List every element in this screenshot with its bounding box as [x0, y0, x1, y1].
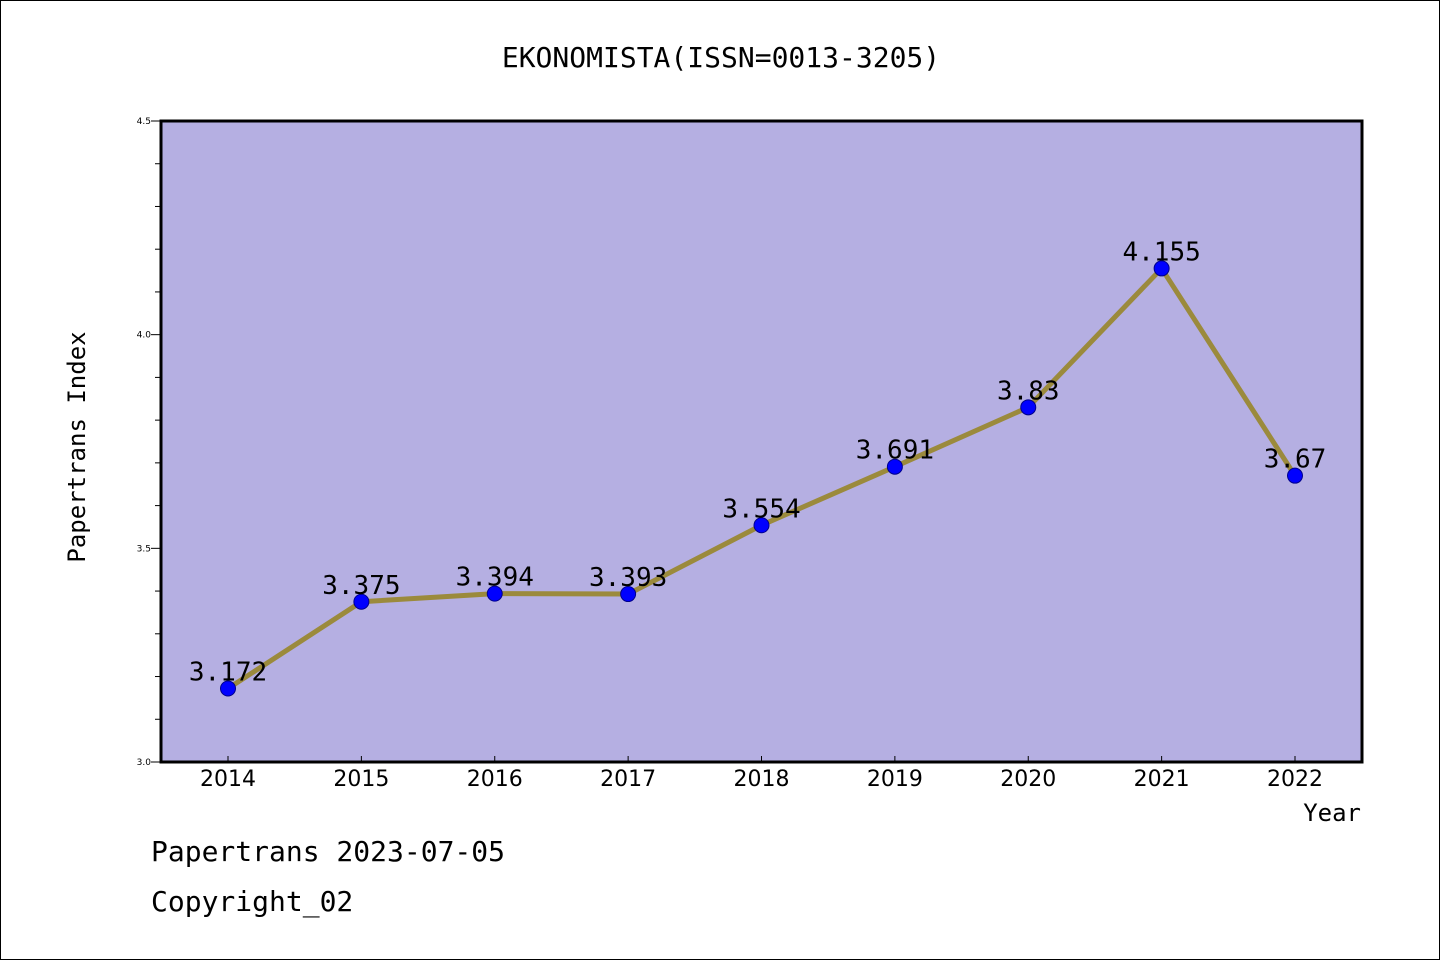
data-label: 3.375: [322, 571, 400, 601]
data-point: [620, 586, 637, 603]
y-tick-label: 3.0: [137, 758, 152, 768]
data-label: 3.172: [189, 657, 267, 687]
footer-copyright-text: Copyright_02: [151, 885, 354, 918]
x-axis: 2014 2015 2016 2017 2018 2019 2020 2021 2022: [200, 756, 1323, 792]
x-tick-label: 2015: [333, 767, 389, 792]
data-label: 3.67: [1264, 445, 1327, 475]
data-point: [886, 458, 903, 475]
data-label: 3.691: [856, 436, 934, 466]
data-point: [1287, 467, 1303, 484]
x-tick-label: 2021: [1134, 767, 1190, 792]
y-tick-label: 4.5: [137, 117, 151, 127]
x-axis-label: Year: [1303, 799, 1361, 827]
y-axis: 3.0 3.5 4.0 4.5: [137, 117, 161, 768]
data-label: 3.394: [456, 563, 534, 593]
data-point: [353, 593, 370, 610]
data-point: [1153, 260, 1170, 277]
series-layer: 3.172 3.375 3.394 3.393 3.554 3.691 3.83 4.155 3…: [189, 237, 1327, 697]
data-label: 3.554: [722, 494, 800, 524]
footer-date-text: Papertrans 2023-07-05: [151, 835, 506, 868]
x-tick-label: 2019: [867, 767, 923, 792]
y-tick-label: 3.5: [137, 544, 151, 554]
y-axis-label: Papertrans Index: [63, 331, 91, 562]
data-label: 3.393: [589, 563, 667, 593]
plot-area: [159, 119, 1364, 764]
x-tick-label: 2018: [734, 767, 790, 792]
x-tick-label: 2014: [200, 767, 256, 792]
data-point: [1020, 399, 1037, 416]
x-tick-label: 2017: [600, 767, 656, 792]
x-tick-label: 2022: [1267, 767, 1323, 792]
data-point: [220, 680, 236, 697]
y-tick-label: 4.0: [137, 331, 152, 341]
data-label: 4.155: [1122, 237, 1200, 267]
x-tick-label: 2016: [467, 767, 523, 792]
x-tick-label: 2020: [1000, 767, 1056, 792]
chart-title: EKONOMISTA(ISSN=0013-3205): [502, 41, 940, 74]
data-label: 3.83: [997, 376, 1060, 406]
data-point: [486, 585, 503, 602]
data-point: [753, 517, 770, 534]
